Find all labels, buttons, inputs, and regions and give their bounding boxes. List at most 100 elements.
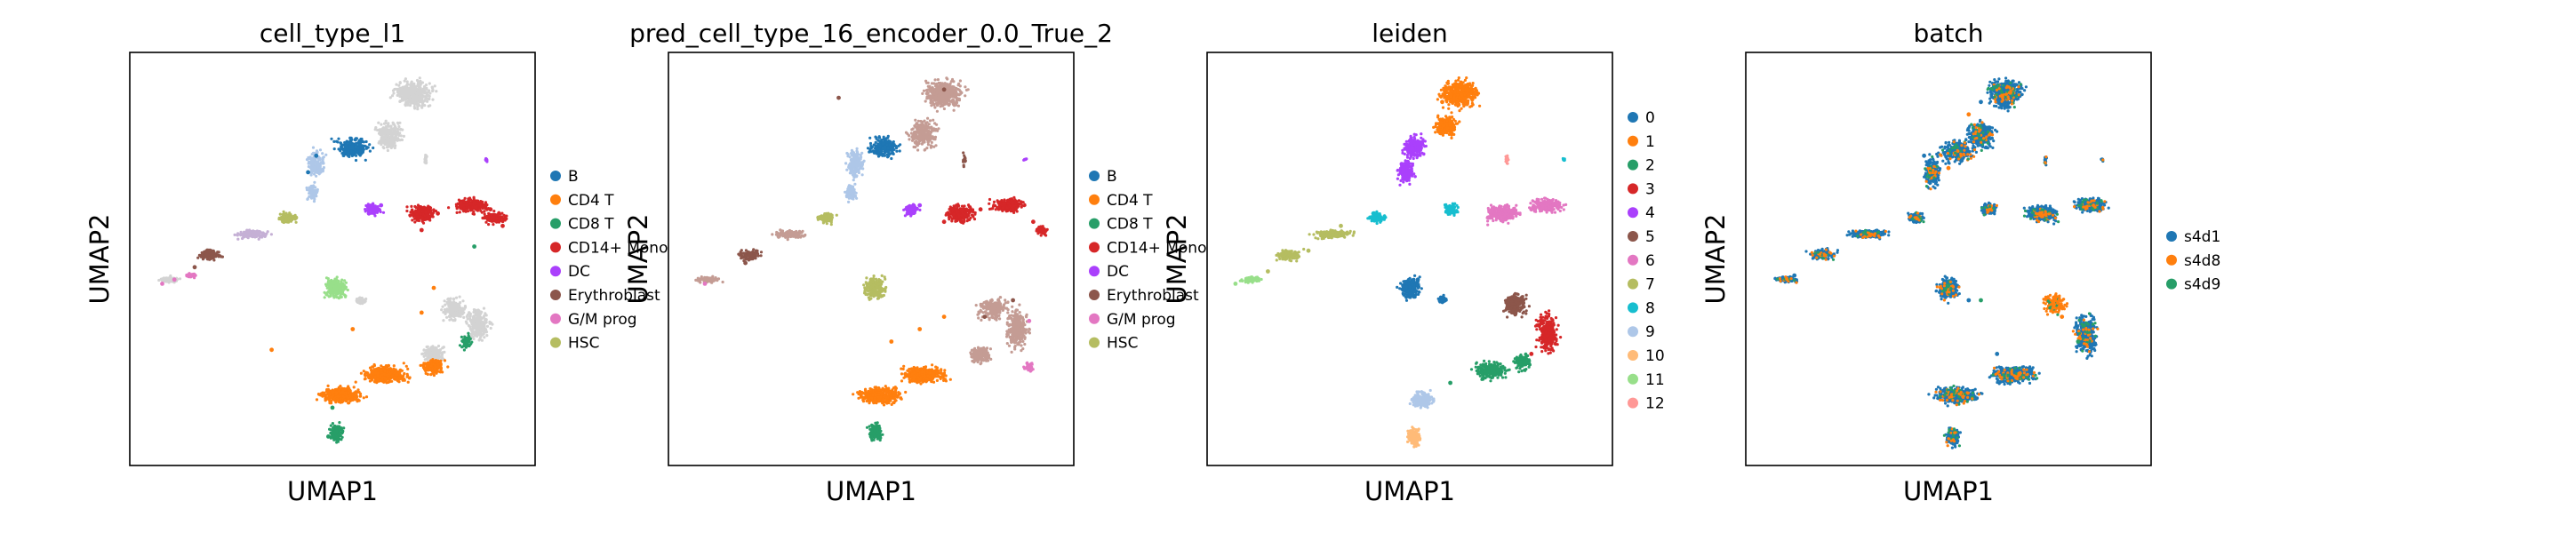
scatter-cloud: [694, 76, 1049, 442]
point-3-1: [1537, 322, 1542, 328]
point-s4d1-2: [1979, 99, 1983, 105]
point-s4d8-2: [2052, 302, 2057, 306]
legend-marker-3: [1628, 183, 1638, 195]
legend-marker-10: [1628, 350, 1638, 361]
legend-label-2: 2: [1645, 157, 1655, 175]
legend-marker-0: [1089, 171, 1100, 181]
scatter-cloud: [1238, 76, 1568, 449]
point-s4d1-1: [1922, 153, 1927, 158]
point-b-1: [314, 153, 319, 158]
legend-label-0: B: [1107, 168, 1117, 186]
point-3-0: [1529, 352, 1534, 356]
point-1-0: [1440, 99, 1444, 105]
point-erythroblast-4: [1011, 298, 1015, 303]
point-cd8-t-0: [326, 434, 331, 439]
point-dc-0: [366, 211, 372, 216]
legend-label-5: Erythroblast: [568, 287, 660, 305]
point-10-0: [1412, 434, 1416, 439]
legend-marker-11: [1628, 373, 1638, 385]
point-hsc-0: [816, 215, 821, 220]
point-hsc-1: [868, 277, 874, 282]
point-cd14-mono-2: [1011, 207, 1015, 212]
point-2-0: [1448, 380, 1452, 386]
point-6-0: [1488, 211, 1493, 216]
point-erythroblast-1: [204, 252, 210, 258]
legend-marker-6: [1089, 313, 1100, 324]
legend-label-1: CD4 T: [568, 192, 614, 210]
legend-label-3: 3: [1645, 180, 1655, 198]
point-s4d1-4: [2047, 215, 2052, 220]
legend: B CD4 T CD8 T CD14+ Mono DC Erythroblast G/M p…: [550, 168, 668, 353]
legend-label-2: CD8 T: [568, 216, 614, 234]
point-cd4-t-2: [419, 310, 424, 315]
point-g-m-prog-0: [160, 282, 164, 286]
point-cd14-mono-1: [436, 211, 440, 216]
legend-label-12: 12: [1645, 395, 1665, 413]
legend-marker-12: [1628, 397, 1638, 409]
y-axis-label: UMAP2: [1700, 213, 1731, 304]
point-b-2: [350, 145, 356, 150]
panel-title: cell_type_l1: [260, 19, 405, 48]
point-8-0: [1371, 211, 1376, 216]
point-s4d1-0: [1792, 273, 1797, 278]
point-7-1: [1306, 248, 1311, 253]
point-dc-1: [917, 203, 923, 208]
point-s4d1-3: [1966, 298, 1972, 303]
legend-marker-9: [1628, 326, 1638, 338]
point-dc-0: [905, 211, 910, 216]
scatter-cloud: [1773, 76, 2110, 449]
legend-label-0: 0: [1645, 109, 1655, 127]
legend-label-2: s4d9: [2184, 276, 2220, 294]
point-cd4-t-0: [269, 347, 274, 353]
point-0-0: [1404, 285, 1408, 290]
point-s4d8-0: [1946, 165, 1951, 171]
point-s4d1-5: [1995, 352, 2000, 356]
legend-label-11: 11: [1645, 371, 1665, 389]
axes-frame: [1206, 52, 1613, 466]
point-cd4-t-3: [431, 285, 436, 290]
point-b-0: [306, 170, 310, 175]
legend-label-0: B: [568, 168, 579, 186]
point-12-0: [1505, 157, 1509, 163]
legend-label-7: HSC: [1107, 335, 1138, 353]
legend-marker-2: [2166, 278, 2177, 290]
legend-label-5: 5: [1645, 228, 1655, 246]
point-cd14-mono-0: [419, 227, 424, 233]
point-cd8-t-2: [472, 244, 476, 249]
point-b-0: [873, 149, 877, 155]
legend-marker-0: [1628, 112, 1638, 123]
point-hsc-1: [293, 215, 299, 220]
point-s4d8-1: [1966, 112, 1972, 117]
legend-label-4: 4: [1645, 204, 1655, 222]
point-g-m-prog-1: [1027, 318, 1032, 323]
axes-frame: [1745, 52, 2152, 466]
legend-marker-3: [550, 242, 561, 253]
axes-frame: [129, 52, 536, 466]
legend-marker-2: [550, 218, 561, 229]
legend-label-3: CD14+ Mono: [568, 239, 668, 257]
point-cd14-mono-0: [941, 219, 947, 225]
point-cd14-mono-3: [488, 207, 493, 212]
point-7-2: [1339, 223, 1343, 228]
legend: s4d1 s4d8 s4d9: [2166, 228, 2220, 294]
legend-marker-7: [1628, 278, 1638, 290]
point-cd8-t-1: [876, 426, 882, 431]
legend-marker-4: [1089, 266, 1100, 277]
panel-4: batch UMAP1 UMAP2 s4d1 s4d8 s4d9: [1700, 19, 2220, 506]
legend-marker-5: [1628, 231, 1638, 242]
x-axis-label: UMAP1: [1903, 476, 1994, 506]
point-erythroblast-0: [192, 265, 197, 270]
legend-label-10: 10: [1645, 347, 1665, 365]
legend-marker-7: [550, 337, 561, 348]
point-cd14-mono-4: [500, 223, 505, 228]
point-cd8-t-0: [868, 434, 874, 439]
legend-label-6: G/M prog: [568, 311, 637, 329]
x-axis-label: UMAP1: [287, 476, 378, 506]
point-11-1: [1253, 277, 1259, 282]
point-2-1: [1480, 377, 1485, 381]
point-s4d9-0: [1979, 298, 1983, 303]
point-erythroblast-3: [982, 314, 988, 319]
point-8-1: [1448, 207, 1452, 212]
